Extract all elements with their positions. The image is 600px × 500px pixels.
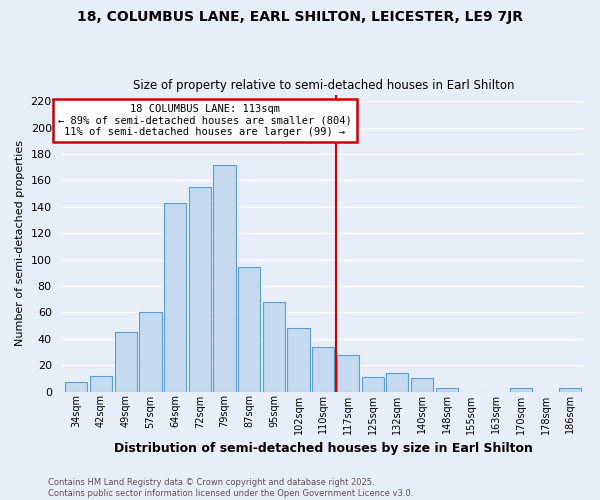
Bar <box>65 382 88 392</box>
X-axis label: Distribution of semi-detached houses by size in Earl Shilton: Distribution of semi-detached houses by … <box>114 442 533 455</box>
Bar <box>509 388 532 392</box>
Bar <box>188 187 211 392</box>
Bar <box>164 203 186 392</box>
Bar <box>115 332 137 392</box>
Bar <box>436 388 458 392</box>
Bar <box>312 346 334 392</box>
Text: Contains HM Land Registry data © Crown copyright and database right 2025.
Contai: Contains HM Land Registry data © Crown c… <box>48 478 413 498</box>
Text: 18, COLUMBUS LANE, EARL SHILTON, LEICESTER, LE9 7JR: 18, COLUMBUS LANE, EARL SHILTON, LEICEST… <box>77 10 523 24</box>
Bar <box>90 376 112 392</box>
Title: Size of property relative to semi-detached houses in Earl Shilton: Size of property relative to semi-detach… <box>133 79 514 92</box>
Bar <box>386 373 409 392</box>
Bar <box>337 354 359 392</box>
Bar <box>362 377 384 392</box>
Bar <box>214 164 236 392</box>
Text: 18 COLUMBUS LANE: 113sqm
← 89% of semi-detached houses are smaller (804)
11% of : 18 COLUMBUS LANE: 113sqm ← 89% of semi-d… <box>58 104 352 137</box>
Bar <box>139 312 161 392</box>
Bar <box>411 378 433 392</box>
Bar <box>263 302 285 392</box>
Bar <box>238 268 260 392</box>
Y-axis label: Number of semi-detached properties: Number of semi-detached properties <box>15 140 25 346</box>
Bar <box>559 388 581 392</box>
Bar <box>287 328 310 392</box>
